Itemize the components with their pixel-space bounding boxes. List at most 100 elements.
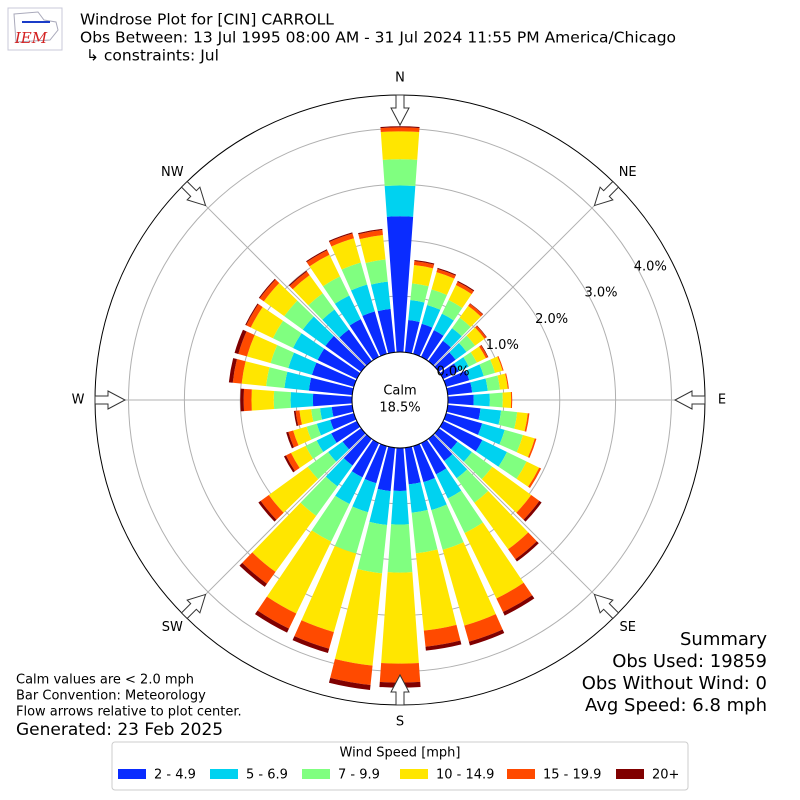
bar-segment xyxy=(311,495,350,542)
bar-segment xyxy=(431,272,455,295)
bar-segment xyxy=(442,542,496,626)
legend-label: 2 - 4.9 xyxy=(154,768,196,783)
bar-segment xyxy=(527,438,537,458)
bar-segment xyxy=(238,331,255,357)
grid-spoke xyxy=(183,183,367,367)
bar-segment xyxy=(234,329,247,354)
bar-segment xyxy=(465,364,484,381)
bar-segment xyxy=(299,409,314,425)
legend-swatch xyxy=(400,769,428,779)
legend-swatch xyxy=(210,769,238,779)
bar-segment xyxy=(258,500,277,522)
bar-segment xyxy=(255,610,289,633)
y-tick-label: 3.0% xyxy=(584,286,617,301)
bar-segment xyxy=(306,250,330,267)
bar-segment xyxy=(439,420,483,452)
bar-segment xyxy=(464,614,503,642)
bar-segment xyxy=(379,662,421,683)
bar-segment xyxy=(474,325,487,339)
summary-line: Obs Used: 19859 xyxy=(612,651,767,672)
x-tick-label: NW xyxy=(161,165,184,180)
bar-segment xyxy=(246,304,263,328)
bar-segment xyxy=(334,295,361,326)
bar-segment xyxy=(292,636,330,654)
plot-area: Calm 18.5% 0.0% 1.0% 2.0% 3.0% 4.0% N NE E SE S SW W N… xyxy=(72,71,727,730)
bar-segment xyxy=(505,373,509,389)
bar-segment xyxy=(470,378,488,393)
bar-segment xyxy=(480,344,489,358)
bar-segment xyxy=(263,283,298,317)
bar-segment xyxy=(351,439,380,478)
bar-segment xyxy=(328,677,371,691)
bar-segment xyxy=(311,362,357,387)
bar-segment xyxy=(286,431,294,449)
bar-segment xyxy=(283,455,296,473)
bar-segment xyxy=(358,229,383,240)
bar-segment xyxy=(433,313,454,336)
bar-segment xyxy=(463,452,493,480)
y-tick-label: 4.0% xyxy=(634,259,667,274)
x-tick-label: SW xyxy=(162,620,183,635)
legend-label: 10 - 14.9 xyxy=(436,768,494,783)
flow-arrow xyxy=(94,390,127,410)
bar-segment xyxy=(328,441,350,462)
bar-segment xyxy=(427,289,447,310)
flow-arrow xyxy=(390,94,410,127)
bar-segment xyxy=(476,325,487,338)
legend-label: 15 - 19.9 xyxy=(543,768,601,783)
bar-segment xyxy=(410,283,429,303)
bar-segment xyxy=(485,375,500,391)
bar-segment xyxy=(475,440,508,467)
summary-line: Obs Without Wind: 0 xyxy=(582,673,767,694)
bar-segment xyxy=(300,476,338,516)
bar-segment xyxy=(290,392,314,408)
bar-segment xyxy=(408,482,428,513)
bar-segment xyxy=(443,413,483,435)
grid-spoke xyxy=(433,433,617,617)
bar-segment xyxy=(523,500,542,522)
y-tick-label: 1.0% xyxy=(486,338,519,353)
bar-segment xyxy=(497,355,504,371)
bar-segment xyxy=(393,447,407,492)
bar-segment xyxy=(288,270,307,287)
bar-segment xyxy=(250,306,283,339)
bar-segment xyxy=(502,595,535,616)
bar-segment xyxy=(508,532,537,560)
bar-segment xyxy=(260,494,284,520)
bar-segment xyxy=(240,388,245,412)
bar-segment xyxy=(377,308,396,354)
bar-segment xyxy=(436,468,462,499)
bar-segment xyxy=(454,357,469,372)
bar-segment xyxy=(335,471,363,504)
bar-segment xyxy=(391,490,409,525)
bar-segment xyxy=(245,303,259,326)
bar-segment xyxy=(404,446,421,485)
bar-segment xyxy=(448,284,472,308)
legend-title: Wind Speed [mph] xyxy=(340,746,461,761)
bar-segment xyxy=(463,352,477,367)
bar-segment xyxy=(331,420,361,443)
bar-segment xyxy=(498,451,527,479)
bar-segment xyxy=(273,390,291,410)
bar-segment xyxy=(308,293,335,320)
bar-segment xyxy=(294,620,334,649)
bar-segment xyxy=(322,309,349,338)
bar-segment xyxy=(364,443,387,484)
bar-segment xyxy=(293,410,299,426)
bar-segment xyxy=(284,300,314,330)
bar-segment xyxy=(382,159,418,187)
bar-segment xyxy=(342,428,366,450)
bar-segment xyxy=(380,127,420,133)
bar-segment xyxy=(341,262,368,291)
bar-segment xyxy=(510,391,513,409)
bar-segment xyxy=(404,320,420,354)
bar-segment xyxy=(456,469,489,503)
bar-segment xyxy=(316,419,334,436)
bar-segment xyxy=(473,393,490,407)
bar-segment xyxy=(414,260,435,265)
bar-segment xyxy=(420,330,444,361)
bar-segment xyxy=(469,303,484,315)
bar-segment xyxy=(331,404,354,417)
calm-circle xyxy=(351,351,449,449)
calm-value: 18.5% xyxy=(379,401,420,416)
